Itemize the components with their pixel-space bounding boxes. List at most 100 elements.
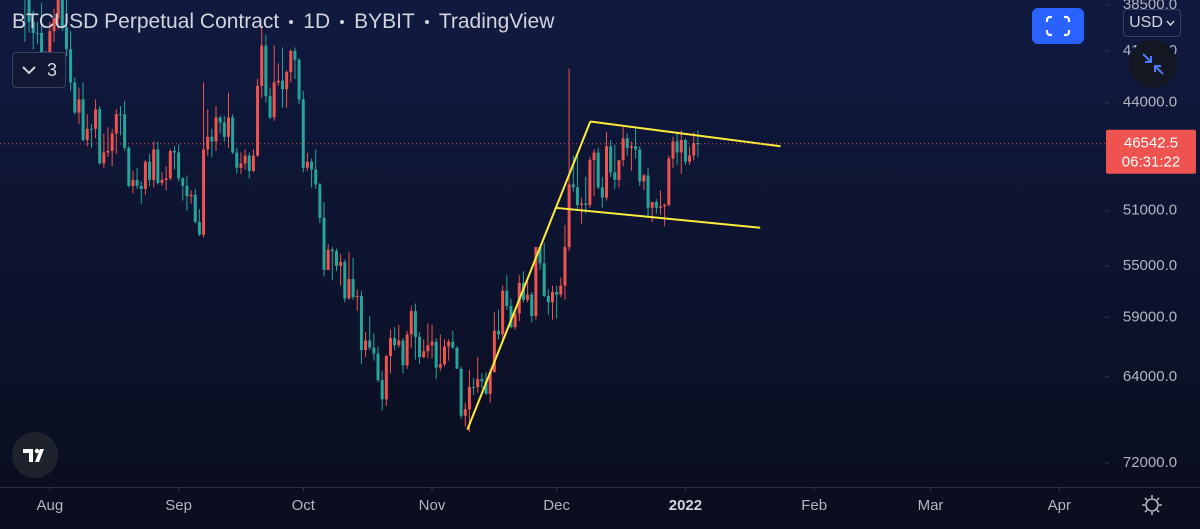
candle-body bbox=[355, 295, 359, 298]
candle-body bbox=[243, 155, 247, 164]
candle-body bbox=[148, 161, 152, 180]
x-tick-label: Oct bbox=[292, 497, 316, 514]
candle-body bbox=[555, 292, 559, 295]
candle-body bbox=[231, 117, 235, 153]
candle-body bbox=[380, 380, 384, 400]
currency-button[interactable]: USD bbox=[1123, 9, 1181, 37]
settings-button[interactable] bbox=[1140, 493, 1164, 517]
candle-body bbox=[98, 109, 102, 164]
x-tick-label: Apr bbox=[1048, 497, 1071, 514]
separator bbox=[289, 20, 294, 24]
candle-body bbox=[64, 27, 68, 50]
candle-body bbox=[559, 285, 563, 295]
indicator-toggle[interactable]: 3 bbox=[12, 52, 66, 88]
candle-body bbox=[206, 136, 210, 150]
candle-body bbox=[451, 341, 455, 348]
candle-body bbox=[551, 292, 554, 303]
candle-body bbox=[81, 99, 85, 140]
candle-body bbox=[609, 146, 613, 173]
candle-body bbox=[60, 0, 64, 28]
collapse-button[interactable] bbox=[1129, 40, 1177, 88]
candle-body bbox=[168, 150, 172, 179]
candle-body bbox=[189, 194, 193, 197]
fullscreen-button[interactable] bbox=[1032, 8, 1084, 44]
candle-body bbox=[463, 409, 467, 416]
candle-body bbox=[368, 340, 372, 348]
tradingview-logo[interactable] bbox=[12, 432, 58, 478]
candle-body bbox=[476, 379, 480, 388]
candle-body bbox=[455, 347, 459, 369]
candle-body bbox=[343, 261, 347, 299]
candle-body bbox=[48, 31, 52, 60]
candle-body bbox=[546, 295, 550, 303]
y-tick-label: 44000.0 bbox=[1123, 94, 1177, 111]
candle-body bbox=[276, 80, 280, 83]
candle-body bbox=[659, 206, 663, 208]
candle-body bbox=[447, 341, 451, 347]
candle-body bbox=[185, 185, 189, 197]
candle-body bbox=[634, 146, 638, 150]
candle-body bbox=[326, 249, 330, 270]
candle-body bbox=[376, 353, 380, 381]
candle-body bbox=[301, 99, 305, 168]
fullscreen-icon bbox=[1045, 15, 1071, 37]
candle-body bbox=[696, 143, 700, 145]
candle-body bbox=[497, 330, 500, 335]
candle-body bbox=[409, 311, 413, 335]
x-tick-label: Dec bbox=[543, 497, 570, 514]
candle-body bbox=[260, 45, 264, 86]
candle-body bbox=[596, 152, 600, 188]
candle-body bbox=[160, 179, 164, 183]
candle-body bbox=[625, 138, 629, 148]
candle-body bbox=[384, 355, 388, 400]
candle-body bbox=[418, 336, 422, 358]
candle-body bbox=[480, 379, 484, 382]
candle-body bbox=[484, 381, 488, 394]
candle-body bbox=[127, 147, 131, 186]
candle-body bbox=[351, 279, 355, 298]
candle-body bbox=[629, 146, 633, 148]
candle-body bbox=[530, 294, 534, 317]
gear-icon bbox=[1142, 495, 1162, 515]
symbol: BTCUSD Perpetual Contract bbox=[12, 10, 280, 33]
collapse-icon bbox=[1142, 53, 1164, 75]
candle-body bbox=[617, 160, 621, 180]
candle-body bbox=[135, 179, 139, 186]
exchange: BYBIT bbox=[354, 10, 415, 33]
candle-body bbox=[422, 351, 426, 358]
candle-body bbox=[405, 334, 409, 366]
candle-body bbox=[222, 122, 226, 137]
candle-body bbox=[393, 338, 397, 346]
candle-body bbox=[322, 217, 326, 270]
candle-body bbox=[177, 152, 181, 179]
candle-body bbox=[542, 263, 546, 296]
x-tick-label: Mar bbox=[918, 497, 944, 514]
candle-body bbox=[621, 138, 625, 161]
candle-body bbox=[339, 261, 343, 266]
candle-body bbox=[139, 185, 143, 189]
trend-line bbox=[555, 206, 761, 229]
candle-body bbox=[56, 0, 60, 19]
candle-body bbox=[683, 139, 687, 162]
candle-body bbox=[27, 0, 31, 22]
candle-body bbox=[202, 149, 206, 235]
candle-body bbox=[318, 184, 322, 218]
candle-body bbox=[679, 139, 683, 153]
candle-body bbox=[239, 163, 243, 168]
candle-body bbox=[214, 117, 218, 142]
candle-body bbox=[251, 155, 255, 171]
chevron bbox=[1166, 20, 1175, 26]
interval: 1D bbox=[303, 10, 331, 33]
candle-body bbox=[31, 21, 35, 33]
x-tick-label: Nov bbox=[419, 497, 446, 514]
candle-body bbox=[501, 290, 505, 335]
candle-body bbox=[654, 202, 658, 208]
candle-body bbox=[69, 49, 73, 83]
candle-body bbox=[94, 109, 98, 129]
candle-body bbox=[600, 187, 604, 198]
candle-body bbox=[264, 45, 268, 96]
candle-body bbox=[197, 222, 201, 235]
x-tick-label: Feb bbox=[801, 497, 827, 514]
